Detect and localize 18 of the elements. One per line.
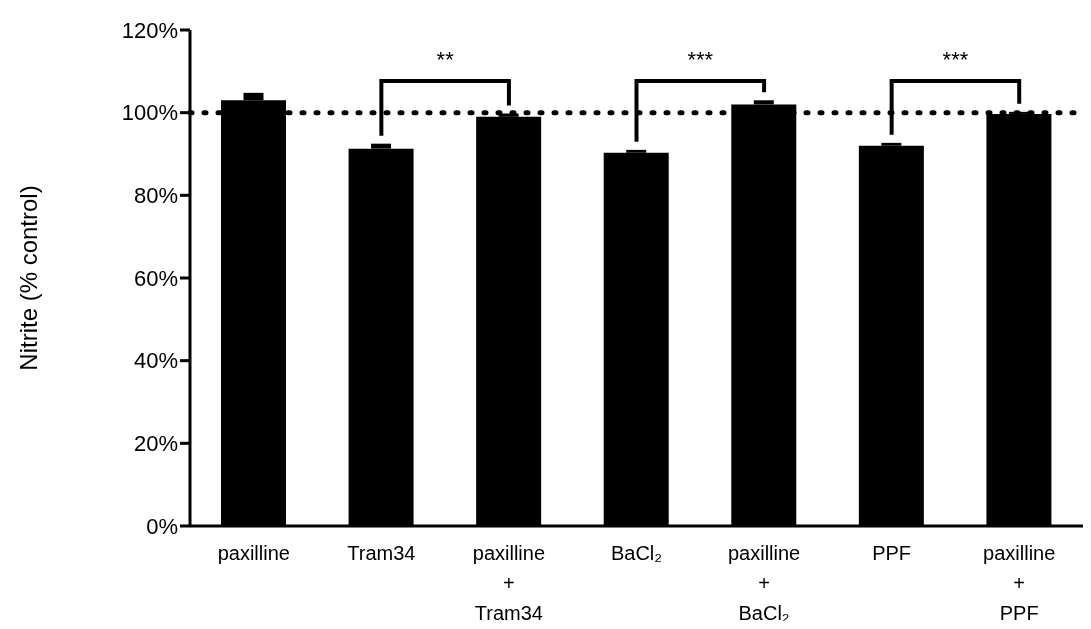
y-tick-label: 20% [133,431,178,457]
annotation: *** [687,47,714,72]
x-tick-label: paxilline + Tram34 [472,542,546,624]
y-tick-label: 120% [121,17,178,43]
x-tick-label: Tram34 [347,542,416,564]
x-tick-label: BaCl₂ [610,542,663,564]
x-tick-label: paxilline + PPF [983,542,1056,624]
annotation: *** [942,47,969,72]
x-tick-label: paxilline [217,542,290,564]
y-tick-label: 80% [133,183,178,209]
y-axis-title: Nitrite (% control) [14,185,42,371]
y-tick-label: 40% [133,348,178,374]
x-tick-label: paxilline + BaCl₂ [727,542,801,624]
y-tick-label: 100% [121,100,178,126]
annotation: ** [436,47,455,72]
x-tick-label: PPF [872,542,912,564]
y-tick-label: 60% [133,265,178,291]
y-tick-label: 0% [146,513,178,539]
